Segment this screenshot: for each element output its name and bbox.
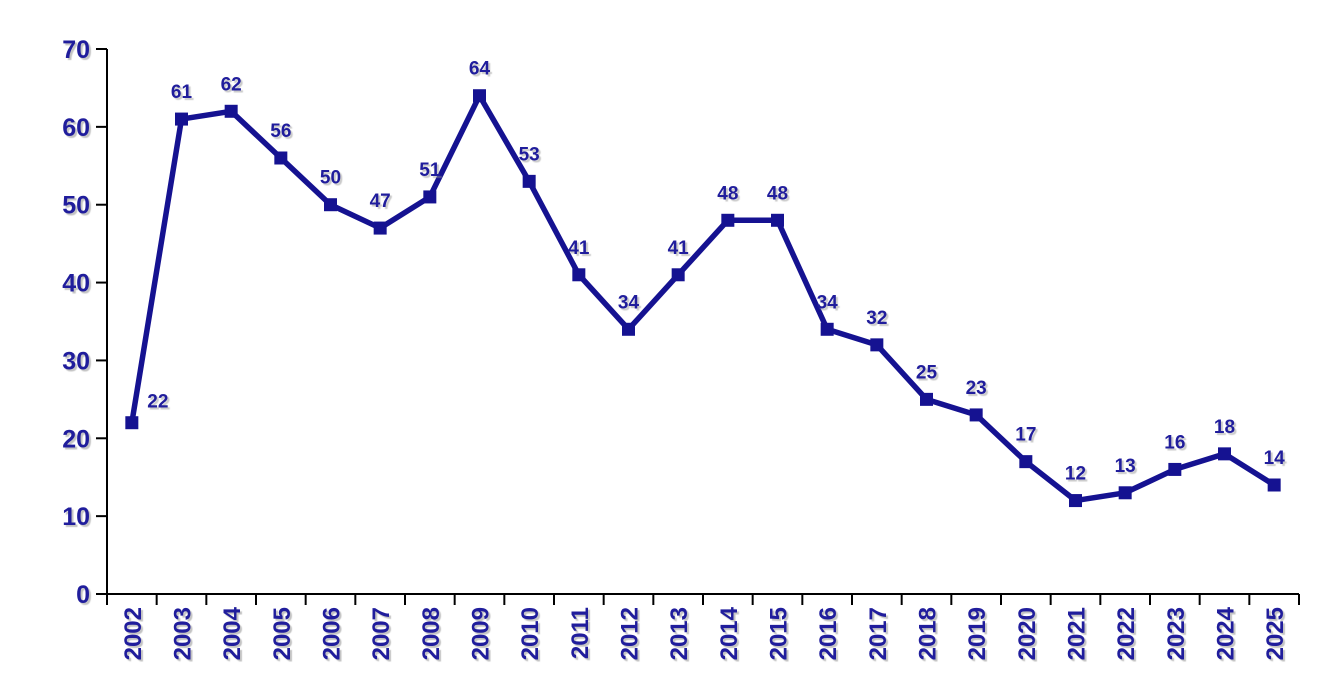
data-point-marker xyxy=(572,268,586,282)
data-point-label: 64 xyxy=(469,59,491,80)
data-point-marker xyxy=(1069,494,1082,508)
data-point-label: 61 xyxy=(171,82,193,103)
data-point-marker xyxy=(373,221,387,235)
x-tick-label: 2024 xyxy=(1213,606,1240,660)
x-tick-label: 2021 xyxy=(1064,607,1091,660)
data-point-label: 41 xyxy=(568,238,590,259)
x-tick-label: 2002 xyxy=(120,607,147,660)
data-point-marker xyxy=(1118,486,1132,500)
data-point-marker xyxy=(1168,462,1182,476)
y-tick-label: 50 xyxy=(62,192,90,220)
x-tick-label: 2007 xyxy=(368,607,395,660)
data-point-marker xyxy=(423,190,437,204)
y-tick-label: 40 xyxy=(62,270,90,298)
x-tick-label: 2025 xyxy=(1262,607,1289,660)
x-tick-label: 2012 xyxy=(617,607,644,660)
x-tick-label: 2008 xyxy=(418,607,445,660)
data-point-label: 22 xyxy=(147,392,168,413)
data-point-label: 12 xyxy=(1065,464,1086,485)
data-point-label: 51 xyxy=(419,160,441,181)
y-tick-label: 60 xyxy=(62,114,90,142)
data-point-marker xyxy=(473,89,486,103)
x-tick-label: 2020 xyxy=(1014,607,1041,660)
x-tick-label: 2004 xyxy=(219,606,246,660)
data-point-label: 62 xyxy=(221,74,242,95)
y-tick-label: 70 xyxy=(62,36,90,64)
data-point-marker xyxy=(324,198,337,212)
data-point-label: 18 xyxy=(1214,417,1235,438)
data-point-label: 25 xyxy=(916,362,938,383)
y-tick-label: 20 xyxy=(62,425,90,453)
data-point-marker xyxy=(721,213,735,227)
x-tick-label: 2011 xyxy=(567,607,594,659)
data-point-label: 41 xyxy=(668,238,690,259)
data-point-marker xyxy=(820,322,834,336)
data-point-marker xyxy=(622,322,635,336)
data-point-label: 17 xyxy=(1015,425,1036,446)
data-point-label: 23 xyxy=(966,378,987,399)
data-point-label: 56 xyxy=(270,121,291,142)
data-point-label: 53 xyxy=(519,144,540,165)
data-point-marker xyxy=(274,151,288,165)
data-point-marker xyxy=(771,213,784,227)
x-tick-label: 2016 xyxy=(815,607,842,660)
x-tick-label: 2013 xyxy=(666,607,693,660)
x-tick-label: 2017 xyxy=(865,607,892,660)
data-point-label: 50 xyxy=(320,168,341,189)
x-tick-label: 2022 xyxy=(1113,607,1140,660)
data-point-marker xyxy=(870,338,884,352)
y-tick-label: 30 xyxy=(62,347,90,375)
y-tick-label: 10 xyxy=(62,503,90,531)
x-tick-label: 2019 xyxy=(964,607,991,660)
data-point-marker xyxy=(522,174,536,188)
data-point-label: 48 xyxy=(717,183,738,204)
y-tick-label: 0 xyxy=(76,581,90,609)
data-point-label: 14 xyxy=(1264,448,1286,469)
x-tick-label: 2023 xyxy=(1163,607,1190,660)
data-point-label: 47 xyxy=(370,191,391,212)
x-tick-label: 2014 xyxy=(716,606,743,660)
data-point-marker xyxy=(1218,447,1231,461)
data-point-marker xyxy=(175,112,188,126)
data-point-label: 32 xyxy=(866,308,887,329)
x-tick-label: 2010 xyxy=(517,607,544,660)
series-line xyxy=(129,92,1277,504)
data-point-label: 16 xyxy=(1164,432,1185,453)
data-point-marker xyxy=(125,416,139,430)
data-point-marker xyxy=(920,392,933,406)
data-point-marker xyxy=(671,268,685,282)
data-point-marker xyxy=(969,408,983,422)
data-point-label: 13 xyxy=(1115,456,1136,477)
x-tick-label: 2009 xyxy=(468,607,495,660)
data-point-label: 34 xyxy=(817,292,839,313)
data-point-label: 48 xyxy=(767,183,788,204)
x-tick-label: 2018 xyxy=(915,607,942,660)
x-tick-label: 2005 xyxy=(269,607,296,660)
x-tick-label: 2015 xyxy=(766,607,793,660)
data-point-label: 34 xyxy=(618,292,640,313)
x-tick-label: 2006 xyxy=(319,607,346,660)
x-tick-label: 2003 xyxy=(170,607,197,660)
data-point-marker xyxy=(1019,455,1033,469)
data-point-marker xyxy=(224,104,238,118)
data-point-marker xyxy=(1267,478,1281,492)
